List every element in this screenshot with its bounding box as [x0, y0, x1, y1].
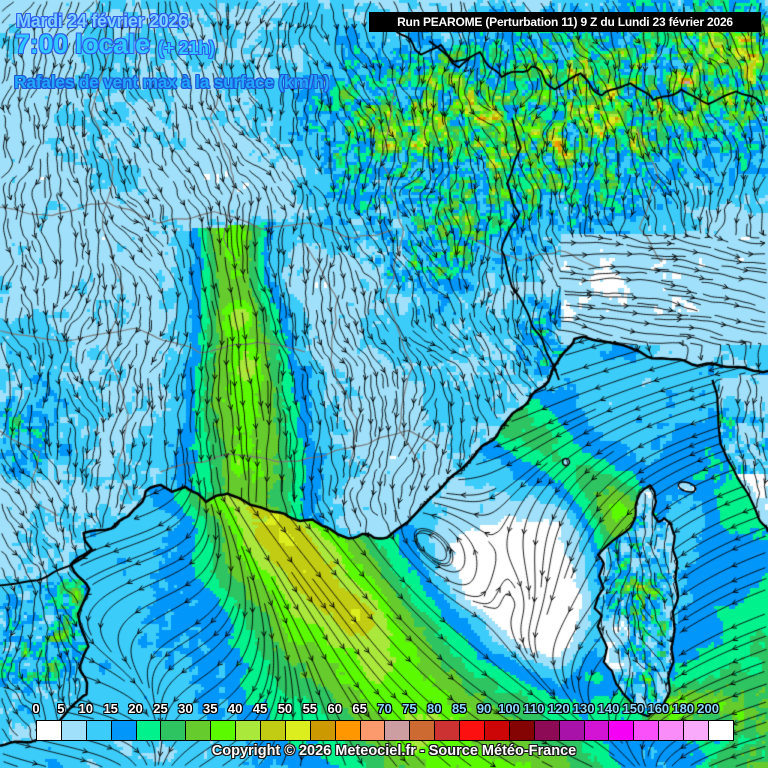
colorbar-tick-label: 65	[352, 701, 367, 716]
colorbar-tick-label: 30	[178, 701, 193, 716]
colorbar-tick-label: 100	[498, 701, 520, 716]
colorbar-tick-label: 180	[672, 701, 695, 716]
colorbar-tick-label: 130	[572, 701, 595, 716]
colorbar-cell	[683, 720, 710, 741]
colorbar-cell	[85, 720, 112, 741]
colorbar-cell	[583, 720, 610, 741]
valid-time-label: 7:00 locale	[15, 29, 150, 59]
colorbar-cell	[558, 720, 585, 741]
colorbar-cell	[309, 720, 336, 741]
colorbar-tick-label: 75	[402, 701, 417, 716]
colorbar-cell	[508, 720, 535, 741]
valid-date-label: Mardi 24 février 2026	[16, 11, 188, 31]
colorbar-tick-label: 25	[153, 701, 168, 716]
colorbar-cell	[484, 720, 510, 741]
colorbar-cell	[235, 720, 262, 741]
colorbar-tick-label: 110	[523, 701, 545, 716]
colorbar-tick-label: 15	[103, 701, 118, 716]
colorbar-tick-labels: 0 5 10 15 20 25 30 35 40 45 50 55 60 65 70 75 80 85 90 100 1…	[0, 701, 768, 717]
colorbar-tick-label: 5	[57, 701, 65, 716]
colorbar-cell	[658, 720, 685, 741]
colorbar-tick-label: 10	[78, 701, 94, 716]
colorbar-cell	[459, 720, 486, 741]
model-run-banner: Run PEAROME (Perturbation 11) 9 Z du Lun…	[369, 12, 761, 32]
colorbar-cell	[608, 720, 635, 741]
colorbar-tick-label: 200	[697, 701, 719, 716]
colorbar-cell	[409, 720, 436, 741]
colorbar-cell	[434, 720, 461, 741]
colorbar-tick-label: 120	[547, 701, 570, 716]
parameter-title: Rafales de vent max à la surface (km/h)	[14, 72, 330, 92]
colorbar-cell	[359, 720, 386, 741]
colorbar-cell	[384, 720, 411, 741]
colorbar-tick-label: 40	[227, 701, 243, 716]
colorbar-tick-label: 50	[277, 701, 293, 716]
colorbar-tick-label: 80	[427, 701, 442, 716]
colorbar-cell	[60, 720, 87, 741]
colorbar-tick-label: 150	[622, 701, 645, 716]
colorbar-cell	[135, 720, 162, 741]
colorbar-tick-label: 55	[302, 701, 318, 716]
colorbar-cell	[284, 720, 311, 741]
colorbar-tick-label: 20	[128, 701, 143, 716]
colorbar-cell	[334, 720, 361, 741]
colorbar-tick-label: 70	[377, 701, 392, 716]
colorbar-cell	[160, 720, 187, 741]
colorbar-tick-label: 45	[252, 701, 268, 716]
colorbar-cell	[210, 720, 237, 741]
copyright-label: Copyright © 2026 Meteociel.fr - Source M…	[211, 743, 577, 759]
colorbar-tick-label: 85	[451, 701, 467, 716]
colorbar-tick-label: 160	[647, 701, 670, 716]
colorbar-tick-label: 90	[476, 701, 492, 716]
colorbar-cell	[185, 720, 212, 741]
colorbar-tick-label: 60	[327, 701, 342, 716]
colorbar-tick-label: 140	[597, 701, 620, 716]
colorbar-cell	[533, 720, 560, 741]
colorbar-cell	[260, 720, 286, 741]
colorbar-cell	[110, 720, 137, 741]
colorbar-cell	[36, 720, 62, 741]
colorbar-tick-label: 35	[203, 701, 218, 716]
colorbar-cell	[708, 720, 734, 741]
wind-speed-colorbar	[36, 720, 734, 741]
forecast-offset-label: (+ 21h)	[158, 38, 215, 58]
colorbar-tick-label: 0	[32, 701, 40, 716]
colorbar-cell	[633, 720, 660, 741]
